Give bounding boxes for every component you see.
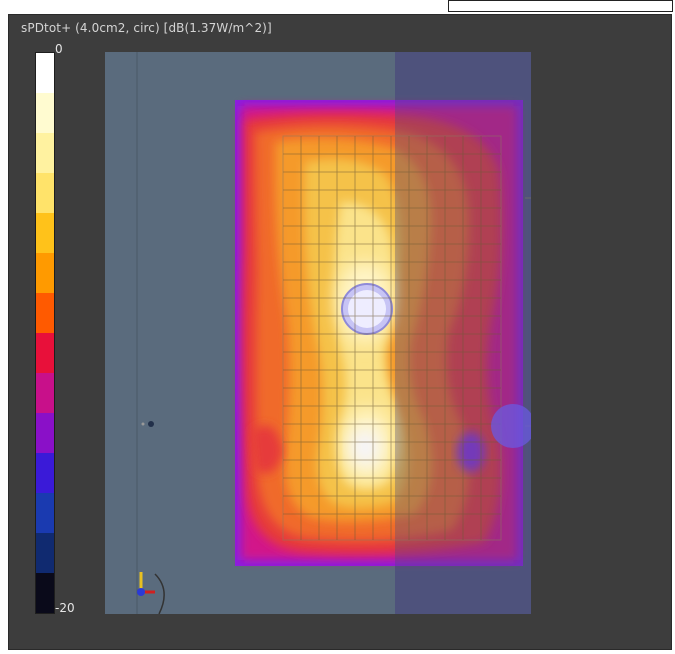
colorbar-swatch bbox=[36, 53, 54, 93]
origin-marker-icon bbox=[141, 421, 154, 427]
colorbar-swatch bbox=[36, 573, 54, 613]
corner-box bbox=[448, 0, 673, 12]
viewer-panel: sPDtot+ (4.0cm2, circ) [dB(1.37W/m^2)] 0… bbox=[8, 14, 672, 650]
colorbar-min-label: -20 bbox=[55, 601, 75, 615]
colorbar-max-label: 0 bbox=[55, 42, 63, 56]
colorbar-swatch bbox=[36, 213, 54, 253]
heatmap-render bbox=[105, 52, 531, 614]
colorbar-swatch bbox=[36, 413, 54, 453]
axes-triad-icon[interactable] bbox=[137, 572, 165, 614]
colorbar-swatch bbox=[36, 293, 54, 333]
colorbar-swatch bbox=[36, 493, 54, 533]
measurement-grid bbox=[282, 135, 502, 541]
3d-viewport[interactable] bbox=[105, 52, 531, 614]
colorbar-swatch bbox=[36, 93, 54, 133]
colorbar-swatch bbox=[36, 133, 54, 173]
probe-disc-icon[interactable] bbox=[491, 404, 531, 448]
colorbar-swatch bbox=[36, 373, 54, 413]
colorbar-swatch bbox=[36, 333, 54, 373]
colorbar-title: sPDtot+ (4.0cm2, circ) [dB(1.37W/m^2)] bbox=[21, 21, 272, 35]
colorbar-swatch bbox=[36, 253, 54, 293]
colorbar-swatch bbox=[36, 533, 54, 573]
colorbar-swatch bbox=[36, 453, 54, 493]
colorbar bbox=[35, 52, 55, 614]
power-density-map bbox=[235, 100, 523, 566]
colorbar-swatch bbox=[36, 173, 54, 213]
